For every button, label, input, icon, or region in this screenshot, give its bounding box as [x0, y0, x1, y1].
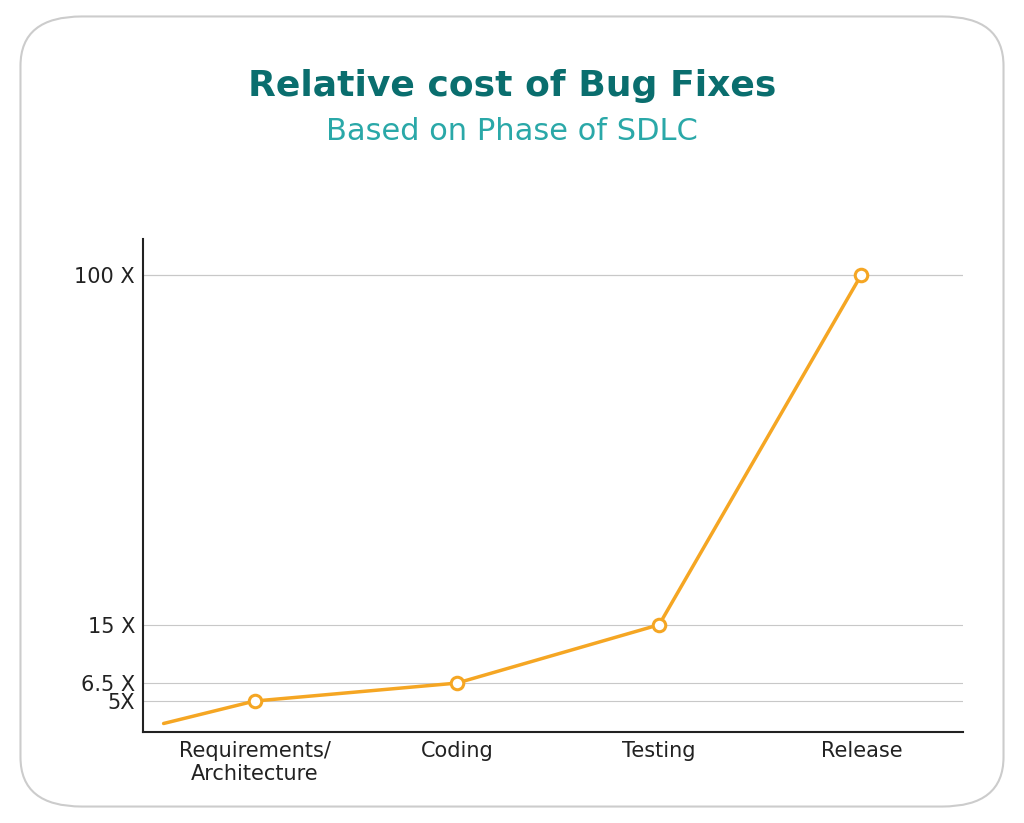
Text: Based on Phase of SDLC: Based on Phase of SDLC: [326, 117, 698, 146]
Text: Relative cost of Bug Fixes: Relative cost of Bug Fixes: [248, 69, 776, 104]
